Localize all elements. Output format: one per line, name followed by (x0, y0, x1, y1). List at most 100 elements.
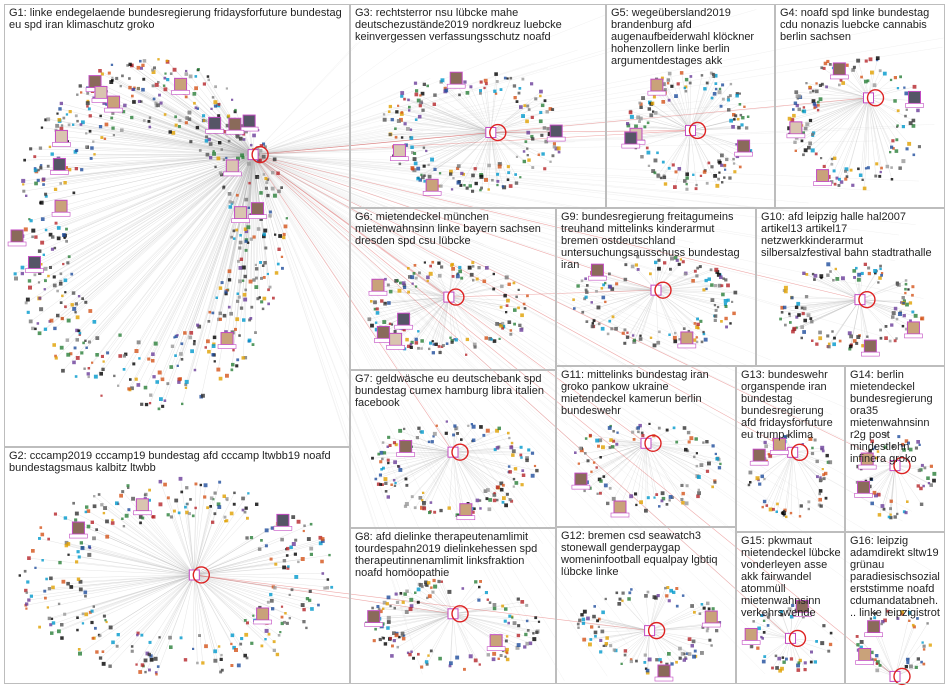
node (700, 74, 704, 77)
cross-edge (252, 154, 469, 513)
cross-edge (252, 154, 368, 452)
node (547, 132, 552, 136)
edge (88, 154, 254, 369)
edge (381, 451, 454, 470)
node (205, 135, 209, 139)
edge (194, 574, 267, 624)
edge (390, 605, 454, 614)
node (248, 279, 253, 284)
edge (598, 626, 650, 631)
node (260, 276, 263, 280)
edge (868, 97, 894, 149)
edge (452, 608, 506, 614)
edge (448, 273, 494, 298)
edge (420, 102, 491, 133)
node (214, 85, 217, 89)
node (104, 619, 107, 622)
node (194, 86, 198, 91)
edge (824, 97, 869, 167)
cross-edge (253, 154, 629, 646)
node (410, 145, 414, 149)
node (58, 560, 62, 565)
node (37, 281, 41, 284)
node (174, 354, 177, 357)
edge (400, 593, 454, 614)
node (266, 272, 269, 276)
cross-edge (253, 78, 431, 155)
edge (404, 285, 449, 298)
node (93, 495, 96, 498)
edge (448, 297, 467, 355)
node (539, 110, 543, 114)
node (261, 154, 266, 159)
cross-edge (253, 9, 757, 155)
edge (441, 81, 491, 133)
edge (44, 154, 254, 290)
edge (809, 87, 869, 99)
node (281, 266, 284, 270)
edge (106, 91, 254, 155)
cross-edge (253, 124, 384, 155)
node (838, 83, 841, 87)
node (268, 214, 272, 218)
edge (194, 574, 275, 651)
node (427, 174, 432, 179)
edge (426, 132, 491, 152)
edge (690, 93, 715, 131)
node (235, 364, 239, 368)
node (714, 87, 718, 91)
node (64, 291, 67, 294)
node (483, 86, 486, 90)
node (27, 556, 31, 560)
node (399, 117, 403, 122)
node (502, 185, 507, 190)
node (95, 336, 100, 340)
node (320, 537, 325, 541)
node (212, 151, 216, 156)
node (880, 166, 883, 170)
group-box-g10: G10: afd leipzig halle hal2007 artikel13… (756, 208, 945, 366)
node (130, 645, 134, 648)
edge (58, 154, 254, 239)
node (309, 522, 313, 526)
edge (894, 612, 910, 677)
edge (686, 130, 691, 175)
node (243, 510, 247, 514)
edge (194, 574, 216, 661)
node (236, 156, 240, 161)
edge (414, 132, 491, 160)
edge (868, 97, 892, 148)
node (238, 136, 243, 141)
node (815, 82, 818, 85)
node (192, 342, 196, 346)
edge (139, 154, 254, 359)
edge (194, 574, 280, 636)
edge (598, 289, 657, 308)
edge (894, 626, 915, 677)
node (896, 109, 900, 113)
edge (194, 522, 213, 576)
node (522, 159, 526, 164)
node (738, 92, 741, 95)
cross-edge (253, 154, 717, 473)
node (59, 182, 62, 185)
cross-edge (253, 104, 417, 155)
edge (428, 132, 491, 166)
edge (490, 132, 525, 162)
node (213, 658, 218, 663)
edge (377, 296, 449, 310)
node (659, 176, 663, 180)
edge (655, 289, 723, 295)
node (74, 302, 78, 306)
edge (645, 443, 657, 495)
edge (490, 132, 498, 175)
node (220, 668, 224, 672)
node (898, 166, 902, 170)
node (213, 100, 218, 105)
node (904, 114, 907, 118)
node (218, 141, 222, 145)
node (844, 167, 849, 172)
node (907, 141, 912, 146)
edge (690, 130, 718, 186)
edge (57, 154, 254, 292)
